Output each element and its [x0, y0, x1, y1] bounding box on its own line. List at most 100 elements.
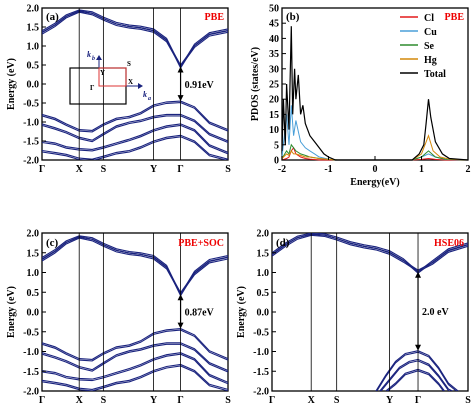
panel-a-y-ticks: 2.0 1.5 1.0 0.5 0.0 -0.5 -1.0 -1.5 -2.0: [23, 4, 46, 167]
band-line: [42, 102, 228, 133]
gap-arrow-head-bottom: [415, 344, 422, 351]
y-tick-label: 1.5: [27, 248, 40, 259]
panel-c: 2.0 1.5 1.0 0.5 0.0 -0.5 -1.0 -1.5 -2.0 Γ X S Y Γ S (…: [6, 229, 231, 407]
inset-kb-arrowhead: [96, 55, 102, 60]
y-tick-label: 2.0: [27, 229, 40, 240]
inset-irreducible-zone: [98, 67, 127, 87]
panel-b-frame: [281, 7, 469, 161]
y-tick-label: -1.5: [23, 367, 39, 378]
y-tick-label: 30: [269, 64, 279, 75]
band-line: [42, 353, 228, 385]
panel-d-gap-arrow: [415, 271, 422, 351]
band-line: [42, 9, 228, 68]
pdos-series-cu: [281, 105, 469, 161]
y-tick-label: 10: [269, 125, 279, 136]
y-tick-label: 25: [269, 80, 279, 91]
band-line: [272, 234, 468, 273]
panel-a-gap-label: 0.91eV: [185, 80, 215, 91]
panel-a-label: (a): [46, 11, 59, 23]
y-tick-label: 0.0: [27, 308, 40, 319]
y-tick-label: 1.0: [27, 268, 40, 279]
panel-b-y-axis-label: PDOS (states/eV): [250, 47, 261, 121]
y-tick-label: 1.5: [257, 248, 270, 259]
x-tick-label: -1: [324, 164, 332, 175]
x-tick-label: Γ: [269, 395, 275, 406]
panel-d-method-label: HSE06: [434, 238, 464, 249]
y-tick-label: 50: [269, 4, 279, 15]
gap-arrow-head-top: [415, 271, 422, 278]
y-tick-label: -0.5: [23, 99, 39, 110]
band-line: [272, 233, 468, 271]
x-tick-label: Y: [150, 395, 158, 406]
x-tick-label: S: [465, 395, 471, 406]
x-tick-label: S: [101, 395, 107, 406]
y-tick-label: -1.5: [253, 367, 269, 378]
y-tick-label: 0.0: [27, 80, 40, 91]
x-tick-label: S: [334, 395, 340, 406]
y-tick-label: 0.0: [257, 308, 270, 319]
y-tick-label: -2.0: [23, 156, 39, 167]
y-tick-label: 1.0: [27, 42, 40, 53]
y-tick-label: 0.5: [27, 61, 40, 72]
y-tick-label: 1.5: [27, 23, 40, 34]
panel-d-label: (d): [276, 237, 290, 249]
y-tick-label: -2.0: [253, 387, 269, 398]
panel-c-y-ticks: 2.0 1.5 1.0 0.5 0.0 -0.5 -1.0 -1.5 -2.0: [23, 229, 46, 398]
panel-b-y-ticks: 0 5 10 15 20 25 30 35 40 45 50: [269, 4, 286, 167]
y-tick-label: 0: [274, 156, 279, 167]
legend-label: Hg: [424, 55, 437, 66]
x-tick-label: S: [225, 395, 231, 406]
y-tick-label: 1.0: [257, 268, 270, 279]
band-line: [42, 113, 228, 142]
band-line: [42, 342, 228, 372]
band-line: [42, 124, 228, 155]
x-tick-label: X: [308, 395, 316, 406]
panel-b-x-axis-label: Energy(eV): [350, 177, 399, 188]
panel-a-method-label: PBE: [205, 12, 225, 23]
panel-b-series: [281, 26, 469, 161]
band-line: [42, 10, 228, 67]
y-tick-label: -1.0: [23, 347, 39, 358]
y-tick-label: 5: [274, 140, 279, 151]
band-line: [42, 115, 228, 144]
panel-c-bands: [42, 235, 228, 391]
inset-point-x: X: [128, 78, 133, 86]
y-tick-label: 2.0: [257, 229, 270, 240]
x-tick-label: Γ: [415, 395, 421, 406]
band-line: [42, 365, 228, 391]
pdos-series-total: [281, 26, 469, 161]
band-line: [272, 233, 468, 273]
band-line: [42, 328, 228, 360]
band-line: [42, 123, 228, 153]
y-tick-label: 0.5: [257, 288, 270, 299]
panel-d: 2.0 1.5 1.0 0.5 0.0 -0.5 -1.0 -1.5 -2.0 Γ X S Y Γ S (…: [236, 229, 471, 407]
inset-point-y: Y: [100, 69, 105, 77]
x-tick-label: -2: [278, 164, 286, 175]
pdos-series-hg: [281, 134, 469, 161]
x-tick-label: Γ: [177, 395, 183, 406]
panel-c-y-axis-label: Energy (eV): [6, 286, 17, 338]
y-tick-label: 2.0: [27, 4, 40, 15]
inset-point-gamma: Γ: [90, 84, 95, 92]
x-tick-label: 2: [466, 164, 471, 175]
legend-label: Cl: [424, 13, 434, 24]
panel-c-label: (c): [46, 237, 59, 249]
x-tick-label: Γ: [177, 164, 183, 175]
y-tick-label: 40: [269, 34, 279, 45]
inset-kb-label: k: [87, 50, 91, 59]
panel-a-bands: [42, 9, 228, 160]
gap-arrow-head-top: [177, 294, 184, 301]
panel-a-gap-arrow: [177, 66, 184, 102]
band-line: [42, 363, 228, 390]
x-tick-label: Y: [150, 164, 158, 175]
panel-b-method-label: PBE: [445, 12, 465, 23]
y-tick-label: -1.0: [23, 118, 39, 129]
y-tick-label: -0.5: [253, 327, 269, 338]
x-tick-label: S: [101, 164, 107, 175]
x-tick-label: Γ: [39, 395, 45, 406]
legend-label: Se: [424, 41, 435, 52]
